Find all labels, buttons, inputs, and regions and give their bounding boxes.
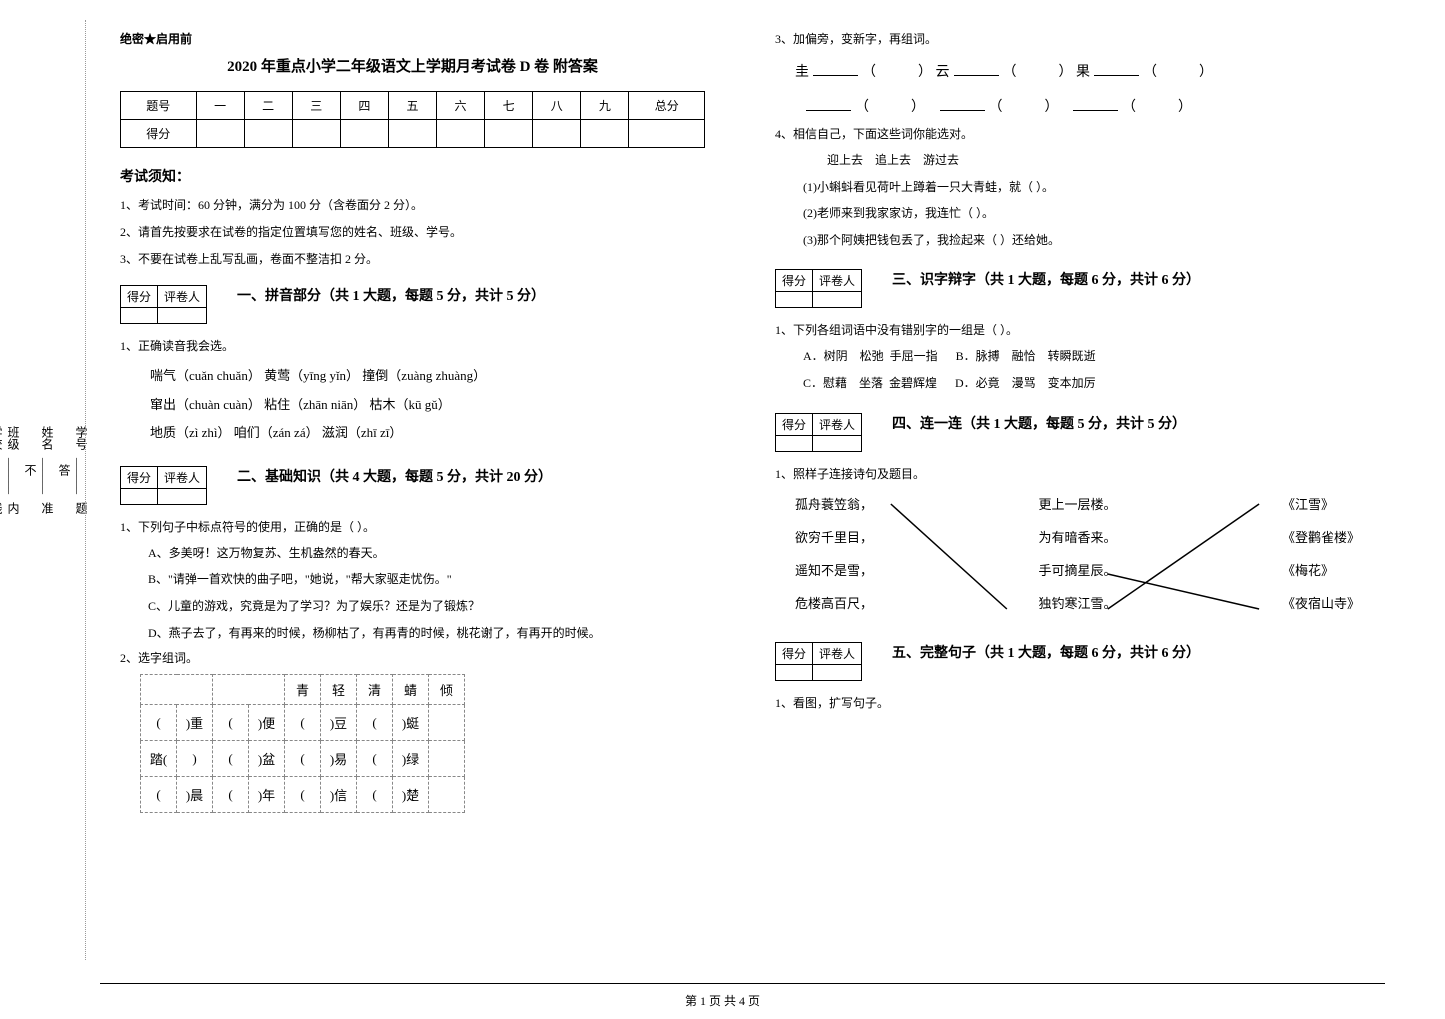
sidebar-field: 答 [56,464,73,476]
char-grid: 青 轻 清 蜻 倾 ()重 ()便 ()豆 ()蜓 踏() ()盆 ()易 [140,674,465,813]
score-box: 得分评卷人 [775,413,862,452]
option: A．树阴 松弛 手屈一指 B．脉搏 融恰 转瞬既逝 [803,346,1360,368]
page-footer: 第 1 页 共 4 页 [0,992,1445,1009]
binding-sidebar: 学号______ 题 答 姓名______ 准 不 班级______ 内 学校_… [30,20,90,920]
option: B、"请弹一首欢快的曲子吧，"她说，"帮大家驱走忧伤。" [148,569,705,591]
question: 2、选字组词。 [120,649,705,666]
question: 1、照样子连接诗句及题目。 [775,465,1360,482]
score-box: 得分评卷人 [775,269,862,308]
section-header: 得分评卷人 三、识字辩字（共 1 大题，每题 6 分，共计 6 分） [775,269,1360,313]
connect-left: 孤舟蓑笠翁， 欲穷千里目， 遥知不是雪， 危楼高百尺， [795,494,873,624]
section-title: 四、连一连（共 1 大题，每题 5 分，共计 5 分） [892,413,1186,433]
word-choices: 迎上去 追上去 游过去 [803,150,1360,172]
pinyin-row: 窜出（chuàn cuàn） 粘住（zhān niān） 枯木（kū gǔ） [150,391,705,420]
score-box: 得分评卷人 [120,285,207,324]
sidebar-field: 姓名______ 准 [39,426,56,514]
page-content: 绝密★启用前 2020 年重点小学二年级语文上学期月考试卷 D 卷 附答案 题号… [100,20,1380,970]
sidebar-field: 学校______ 线 [0,426,5,514]
sub-question: (3)那个阿姨把钱包丢了，我捡起来（ ）还给她。 [803,230,1360,252]
sub-question: (1)小蝌蚪看见荷叶上蹲着一只大青蛙，就（ ）。 [803,177,1360,199]
question: 1、看图，扩写句子。 [775,694,1360,711]
score-box: 得分评卷人 [775,642,862,681]
footer-rule [100,983,1385,984]
connect-right: 《江雪》 《登鹳雀楼》 《梅花》 《夜宿山寺》 [1282,494,1360,624]
option: C．慰藉 坐落 金碧辉煌 D．必竟 漫骂 变本加厉 [803,373,1360,395]
option: D、燕子去了，有再来的时候，杨柳枯了，有再青的时候，桃花谢了，有再开的时候。 [148,623,705,645]
left-column: 绝密★启用前 2020 年重点小学二年级语文上学期月考试卷 D 卷 附答案 题号… [100,20,725,970]
right-column: 3、加偏旁，变新字，再组词。 圭（ ） 云（ ） 果（ ） （ ） （ ） （ … [755,20,1380,970]
radical-row: 圭（ ） 云（ ） 果（ ） [795,55,1360,90]
score-table: 题号 一 二 三 四 五 六 七 八 九 总分 得分 [120,91,705,148]
section-title: 二、基础知识（共 4 大题，每题 5 分，共计 20 分） [237,466,552,486]
sidebar-field: 班级______ 内 [5,426,22,514]
question: 3、加偏旁，变新字，再组词。 [775,30,1360,47]
score-header-row: 题号 一 二 三 四 五 六 七 八 九 总分 [121,92,705,120]
question: 4、相信自己，下面这些词你能选对。 [775,125,1360,142]
notice-item: 2、请首先按要求在试卷的指定位置填写您的姓名、班级、学号。 [120,223,705,240]
score-value-row: 得分 [121,120,705,148]
secret-label: 绝密★启用前 [120,30,705,47]
sidebar-field: 学号______ 题 [73,426,90,514]
exam-title: 2020 年重点小学二年级语文上学期月考试卷 D 卷 附答案 [120,55,705,76]
question: 1、正确读音我会选。 [120,337,705,354]
connect-mid: 更上一层楼。 为有暗香来。 手可摘星辰。 独钓寒江雪。 [1038,494,1116,624]
section-header: 得分评卷人 一、拼音部分（共 1 大题，每题 5 分，共计 5 分） [120,285,705,329]
section-title: 三、识字辩字（共 1 大题，每题 6 分，共计 6 分） [892,269,1200,289]
section-header: 得分评卷人 五、完整句子（共 1 大题，每题 6 分，共计 6 分） [775,642,1360,686]
radical-row: （ ） （ ） （ ） [795,90,1360,125]
sub-question: (2)老师来到我家家访，我连忙（ ）。 [803,203,1360,225]
pinyin-row: 地质（zì zhì） 咱们（zán zá） 滋润（zhī zī） [150,419,705,448]
section-title: 一、拼音部分（共 1 大题，每题 5 分，共计 5 分） [237,285,545,305]
notice-item: 3、不要在试卷上乱写乱画，卷面不整洁扣 2 分。 [120,250,705,267]
question: 1、下列句子中标点符号的使用，正确的是（ ）。 [120,518,705,535]
option: C、儿童的游戏，究竟是为了学习？为了娱乐？还是为了锻炼？ [148,596,705,618]
question: 1、下列各组词语中没有错别字的一组是（ ）。 [775,321,1360,338]
fold-line [85,20,86,960]
notice-item: 1、考试时间：60 分钟，满分为 100 分（含卷面分 2 分）。 [120,196,705,213]
section-header: 得分评卷人 二、基础知识（共 4 大题，每题 5 分，共计 20 分） [120,466,705,510]
section-header: 得分评卷人 四、连一连（共 1 大题，每题 5 分，共计 5 分） [775,413,1360,457]
section-title: 五、完整句子（共 1 大题，每题 6 分，共计 6 分） [892,642,1200,662]
notice-title: 考试须知： [120,166,705,186]
score-box: 得分评卷人 [120,466,207,505]
option: A、多美呀！这万物复苏、生机盎然的春天。 [148,543,705,565]
sidebar-field: 不 [22,464,39,476]
connect-diagram: 孤舟蓑笠翁， 欲穷千里目， 遥知不是雪， 危楼高百尺， 更上一层楼。 为有暗香来… [795,494,1360,624]
pinyin-row: 喘气（cuǎn chuǎn） 黄莺（yīng yǐn） 撞倒（zuàng zhu… [150,362,705,391]
